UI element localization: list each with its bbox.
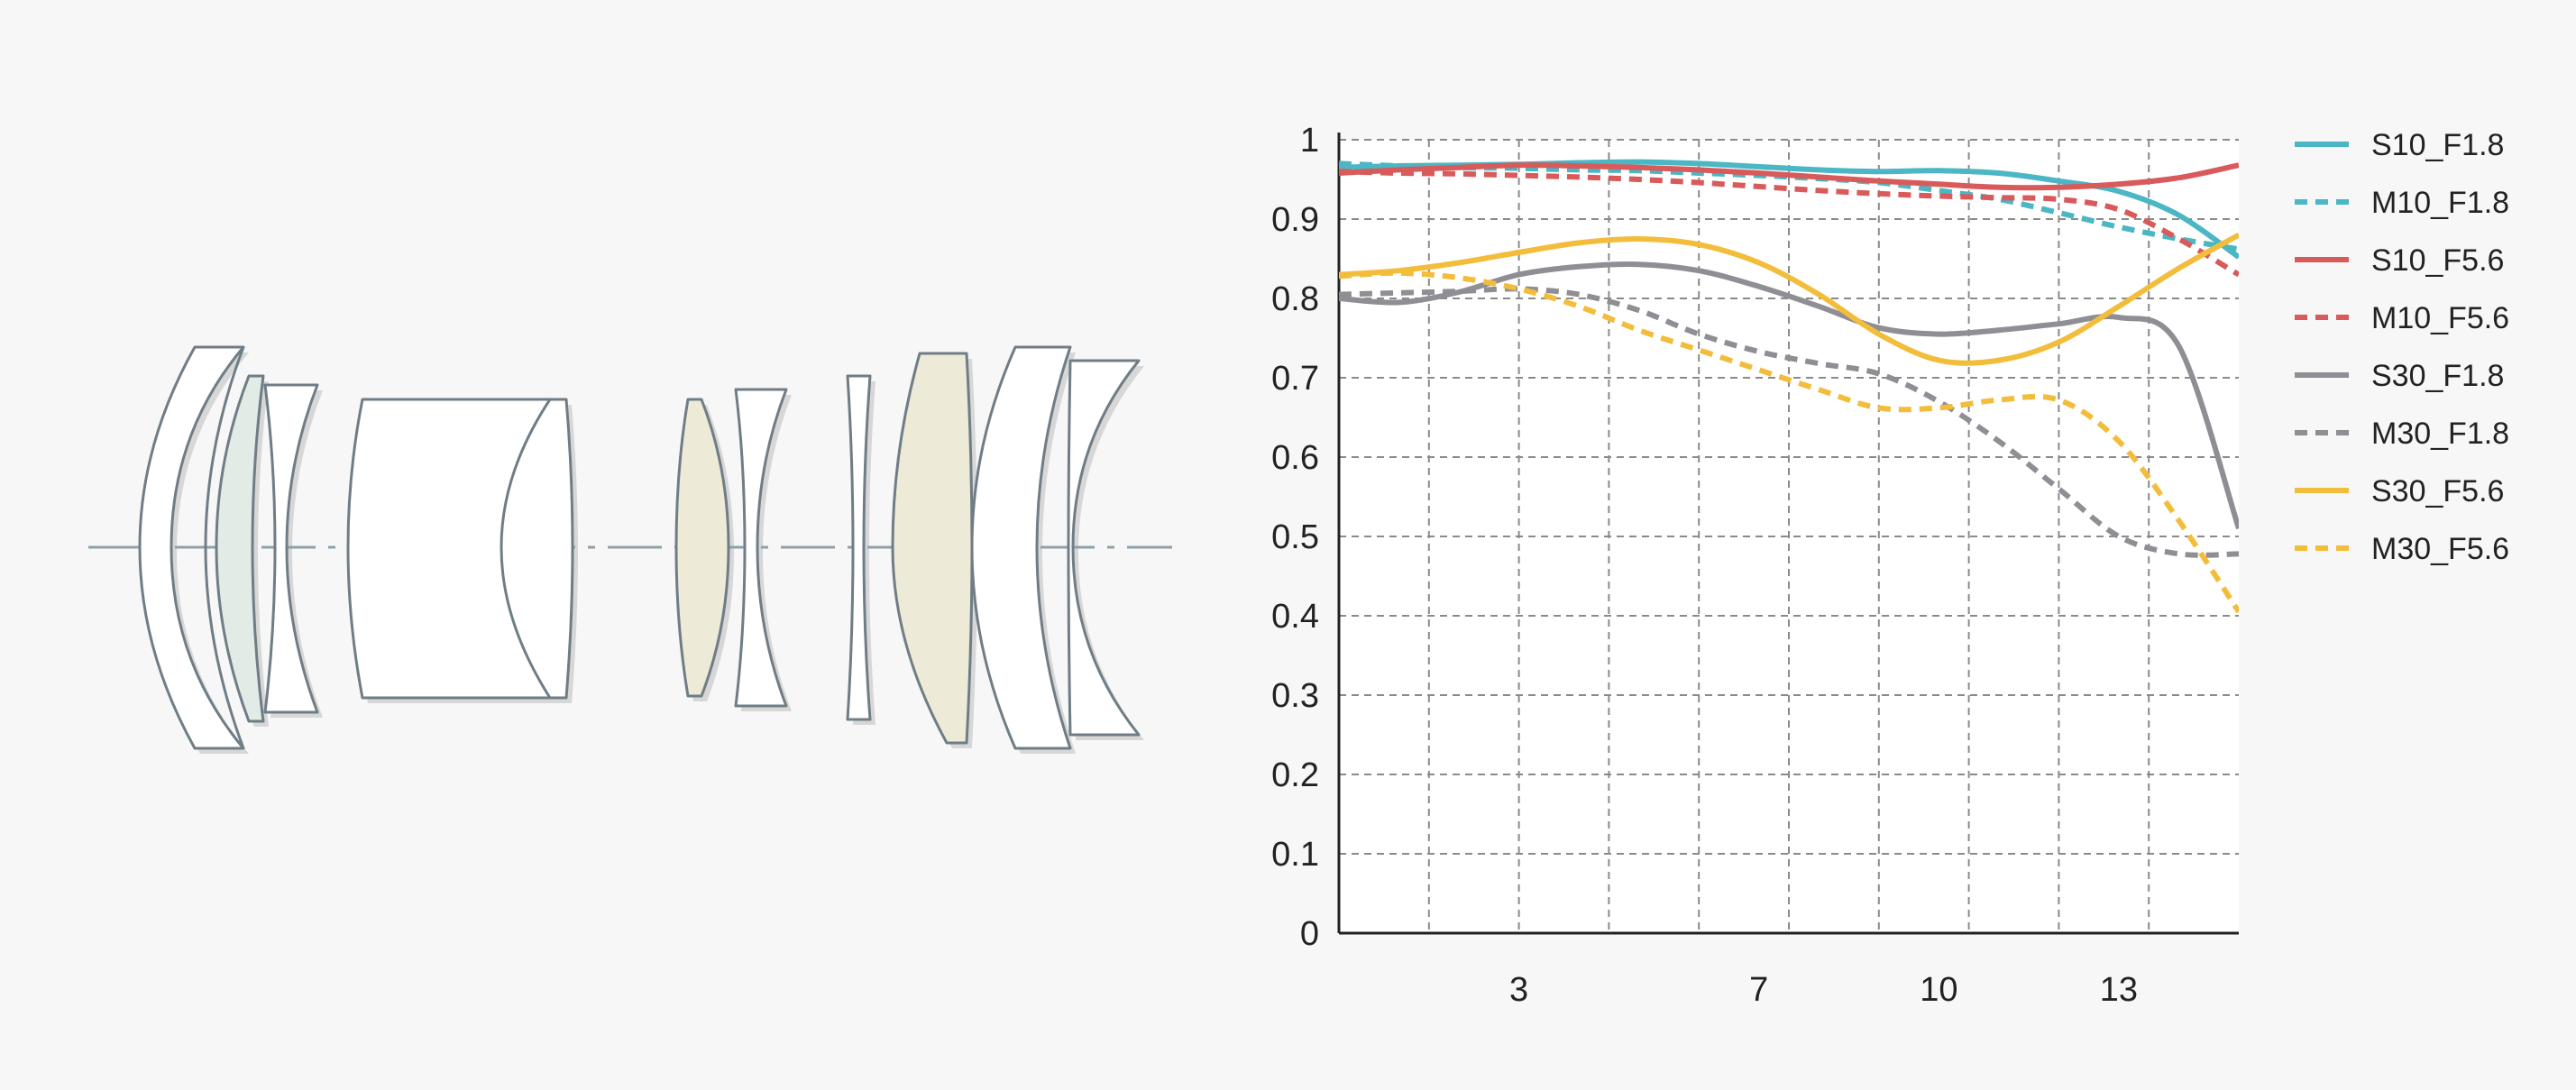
- legend-label: S30_F1.8: [2371, 359, 2504, 393]
- lens-element-5: [674, 398, 730, 698]
- lens-element-4: [346, 398, 574, 700]
- y-tick-label: 0.3: [1271, 677, 1319, 715]
- series-line-M10_F5.6: [1339, 169, 2239, 278]
- y-tick-label: 0.2: [1271, 756, 1319, 794]
- lens-element-4-inner-surface: [500, 398, 552, 699]
- series-line-S10_F5.6: [1339, 162, 2239, 191]
- series-line-M30_F1.8: [1339, 286, 2239, 558]
- lens-element-1-inner-surface: [204, 346, 245, 749]
- y-tick-label: 1: [1300, 122, 1319, 160]
- y-tick-label: 0.5: [1271, 518, 1319, 556]
- legend-label: M30_F1.8: [2371, 417, 2509, 451]
- y-tick-label: 0.8: [1271, 280, 1319, 318]
- lens-element-6: [734, 388, 788, 708]
- legend-label: M30_F5.6: [2371, 532, 2509, 566]
- series-line-S30_F5.6: [1339, 232, 2239, 366]
- legend-label: S10_F5.6: [2371, 243, 2504, 278]
- legend-label: M10_F1.8: [2371, 186, 2509, 220]
- lens-cross-section-diagram: [88, 345, 1172, 754]
- y-tick-label: 0.7: [1271, 360, 1319, 398]
- series-line-M30_F5.6: [1339, 270, 2239, 614]
- y-tick-label: 0.1: [1271, 836, 1319, 874]
- legend-label: M10_F5.6: [2371, 301, 2509, 335]
- series-line-S30_F1.8: [1339, 261, 2239, 530]
- legend-label: S30_F5.6: [2371, 474, 2504, 508]
- y-tick-label: 0.6: [1271, 439, 1319, 477]
- y-tick-label: 0.4: [1271, 598, 1319, 636]
- lens-element-3: [263, 383, 319, 714]
- legend-label: S10_F1.8: [2371, 128, 2504, 162]
- x-tick-label: 13: [2100, 971, 2138, 1009]
- lens-element-10: [1067, 359, 1141, 737]
- x-tick-label: 7: [1749, 971, 1768, 1009]
- x-tick-label: 3: [1509, 971, 1528, 1009]
- legend: S10_F1.8 M10_F1.8 S10_F5.6 M10_F5.6 S30_F1.8…: [2295, 128, 2509, 566]
- x-tick-label: 10: [1920, 971, 1957, 1009]
- y-tick-label: 0.9: [1271, 201, 1319, 239]
- lens-element-9: [970, 345, 1072, 750]
- lens-element-10-shadow: [1074, 366, 1144, 740]
- lens-element-2: [215, 374, 265, 723]
- lens-element-7: [846, 374, 872, 721]
- lens-element-8: [891, 352, 974, 745]
- y-tick-label: 0: [1300, 915, 1319, 953]
